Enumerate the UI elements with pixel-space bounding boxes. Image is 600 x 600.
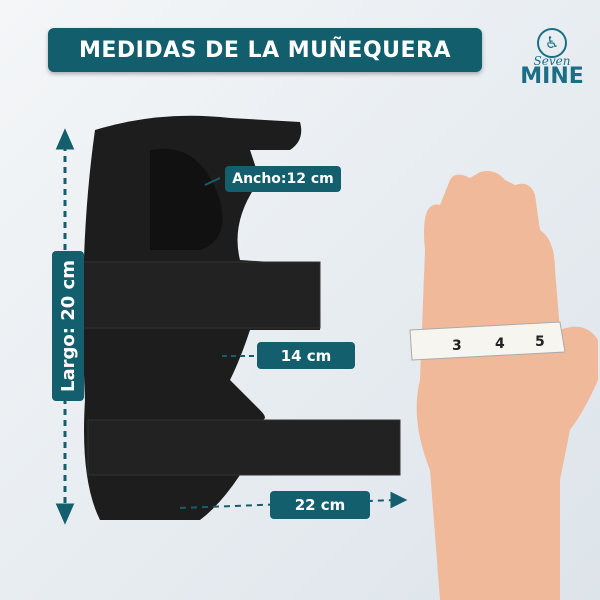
brand-logo: ♿ Seven MINE bbox=[512, 28, 592, 98]
length-text: Largo: 20 cm bbox=[57, 260, 79, 392]
tape-mark: 4 bbox=[495, 336, 505, 352]
length-label: Largo: 20 cm bbox=[52, 251, 84, 401]
strap-text: 22 cm bbox=[294, 496, 346, 514]
width-label: Ancho:12 cm bbox=[225, 166, 341, 192]
tape-mark: 5 bbox=[535, 334, 545, 350]
mid-label: 14 cm bbox=[257, 342, 355, 369]
logo-name: MINE bbox=[520, 64, 584, 89]
mid-text: 14 cm bbox=[280, 346, 332, 365]
strap-label: 22 cm bbox=[270, 491, 370, 519]
page-title: MEDIDAS DE LA MUÑEQUERA bbox=[48, 28, 482, 72]
tape-mark: 3 bbox=[452, 338, 462, 354]
logo-script: Seven bbox=[533, 54, 571, 68]
wheelchair-icon: ♿ bbox=[537, 28, 567, 58]
width-text: Ancho:12 cm bbox=[232, 171, 334, 187]
wrist-brace bbox=[79, 115, 401, 520]
measuring-tape: 3 4 5 bbox=[409, 321, 566, 361]
hand bbox=[416, 171, 598, 600]
